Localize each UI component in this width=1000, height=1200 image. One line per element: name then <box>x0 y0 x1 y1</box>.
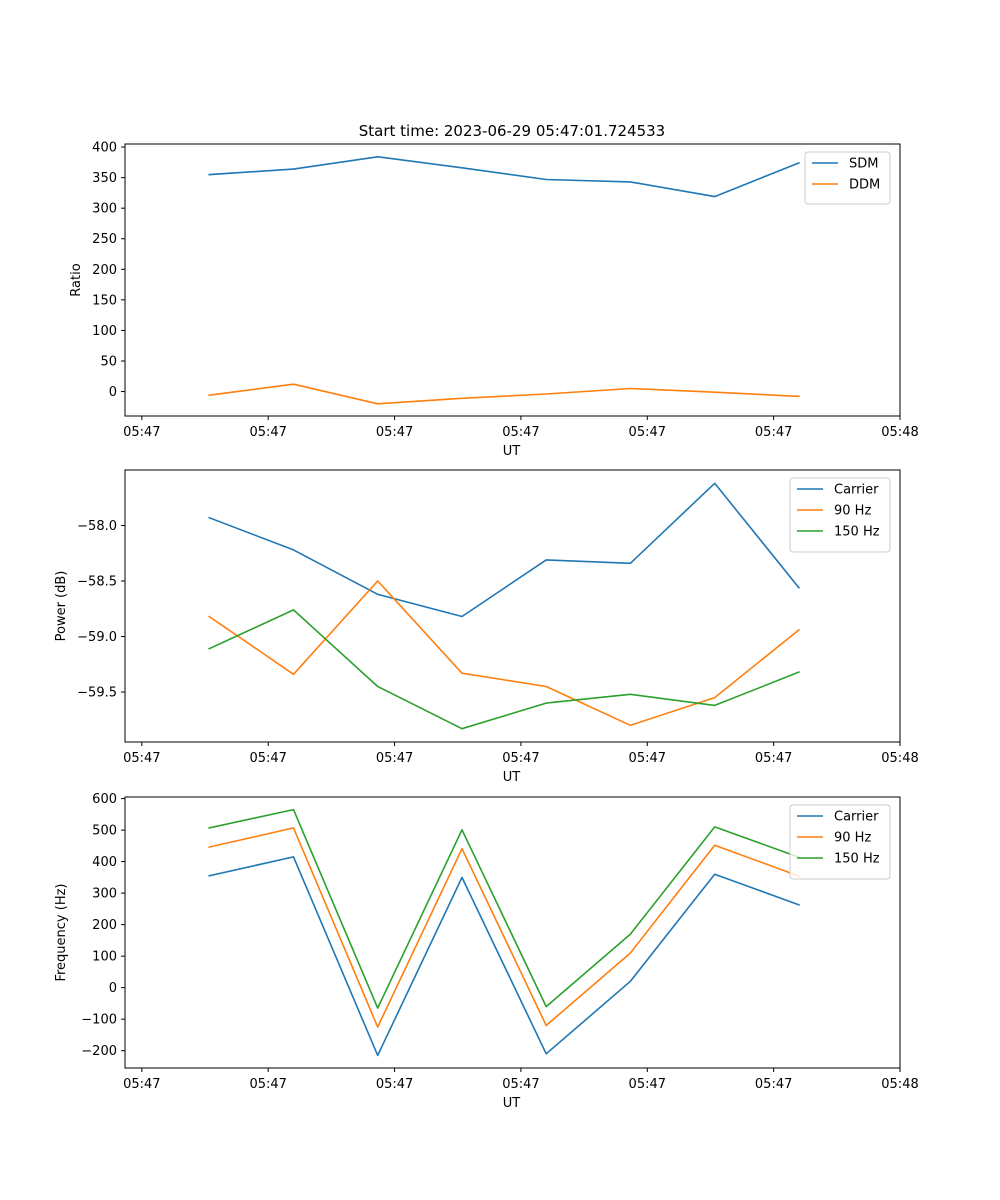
series-line-90-hz <box>208 580 801 727</box>
y-tick-label: 200 <box>92 263 117 278</box>
x-tick-label: 05:47 <box>502 751 539 766</box>
x-tick-label: 05:47 <box>249 1077 286 1092</box>
legend-label: Carrier <box>834 483 879 498</box>
y-tick-label: 250 <box>92 232 117 247</box>
series-line-carrier <box>208 856 800 1057</box>
y-tick-label: 350 <box>92 171 117 186</box>
legend-label: 150 Hz <box>834 852 880 867</box>
series-line-150-hz <box>208 808 800 1009</box>
legend: SDM DDM <box>804 151 891 205</box>
x-tick-label: 05:47 <box>376 1077 413 1092</box>
plot-area-frame <box>124 143 901 417</box>
y-tick-label: 500 <box>92 824 117 839</box>
x-tick-label: 05:47 <box>123 751 160 766</box>
y-axis-label: Power (dB) <box>54 571 69 642</box>
legend: Carrier 90 Hz 150 Hz <box>789 477 891 553</box>
y-axis-label: Frequency (Hz) <box>54 883 69 981</box>
x-tick-label: 05:47 <box>249 751 286 766</box>
x-tick-label: 05:47 <box>376 751 413 766</box>
legend-label: 90 Hz <box>834 504 871 519</box>
x-axis-label: UT <box>503 1096 521 1111</box>
y-tick-label: 150 <box>92 293 117 308</box>
x-tick-label: 05:47 <box>755 425 792 440</box>
x-tick-label: 05:47 <box>123 425 160 440</box>
y-tick-label: −59.5 <box>77 686 117 701</box>
y-tick-label: −200 <box>81 1044 117 1059</box>
y-tick-label: 100 <box>92 950 117 965</box>
x-tick-label: 05:47 <box>755 1077 792 1092</box>
x-axis-label: UT <box>503 770 521 785</box>
chart-panel-3: 05:47 05:47 05:47 05:47 05:47 05:47 05:48 −200 −… <box>54 792 919 1111</box>
legend-label: 90 Hz <box>834 831 871 846</box>
series-line-ddm <box>208 383 800 405</box>
y-tick-label: −59.0 <box>77 630 117 645</box>
y-tick-label: 600 <box>92 792 117 807</box>
x-tick-label: 05:47 <box>249 425 286 440</box>
y-tick-label: 0 <box>109 385 117 400</box>
y-tick-label: 300 <box>92 202 117 217</box>
legend-label: 150 Hz <box>834 525 880 540</box>
y-tick-label: 0 <box>109 981 117 996</box>
y-axis-label: Ratio <box>69 263 84 296</box>
y-tick-label: −58.0 <box>77 519 117 534</box>
legend-label: Carrier <box>834 810 879 825</box>
figure-title: Start time: 2023-06-29 05:47:01.724533 <box>359 122 665 140</box>
series-line-90-hz <box>208 827 800 1028</box>
series-line-150-hz <box>208 609 800 730</box>
x-tick-label: 05:47 <box>502 1077 539 1092</box>
y-tick-label: 300 <box>92 887 117 902</box>
plot-area-frame <box>124 469 901 743</box>
legend: Carrier 90 Hz 150 Hz <box>789 804 891 880</box>
legend-box <box>789 804 891 880</box>
y-tick-label: 400 <box>92 141 117 156</box>
y-tick-label: 200 <box>92 918 117 933</box>
plot-area-frame <box>124 796 901 1069</box>
chart-panel-2: 05:47 05:47 05:47 05:47 05:47 05:47 05:48 −58.0… <box>54 469 919 785</box>
legend-box <box>789 477 891 553</box>
x-tick-label: 05:47 <box>629 425 666 440</box>
x-tick-label: 05:47 <box>755 751 792 766</box>
chart-panel-1: 05:47 05:47 05:47 05:47 05:47 05:47 05:48 0 50 10… <box>69 141 919 459</box>
x-tick-label: 05:47 <box>376 425 413 440</box>
legend-box <box>804 151 891 205</box>
y-tick-label: 100 <box>92 324 117 339</box>
x-tick-label: 05:48 <box>881 425 918 440</box>
y-tick-label: 50 <box>100 354 117 369</box>
x-tick-label: 05:47 <box>123 1077 160 1092</box>
x-tick-label: 05:47 <box>629 1077 666 1092</box>
y-tick-label: −58.5 <box>77 575 117 590</box>
x-tick-label: 05:48 <box>881 1077 918 1092</box>
x-axis-label: UT <box>503 444 521 459</box>
series-line-carrier <box>208 482 801 618</box>
series-line-sdm <box>208 156 800 198</box>
x-tick-label: 05:47 <box>629 751 666 766</box>
legend-label: SDM <box>849 157 878 172</box>
x-tick-label: 05:48 <box>881 751 918 766</box>
x-tick-label: 05:47 <box>502 425 539 440</box>
y-tick-label: 400 <box>92 855 117 870</box>
y-tick-label: −100 <box>81 1013 117 1028</box>
legend-label: DDM <box>849 178 880 193</box>
